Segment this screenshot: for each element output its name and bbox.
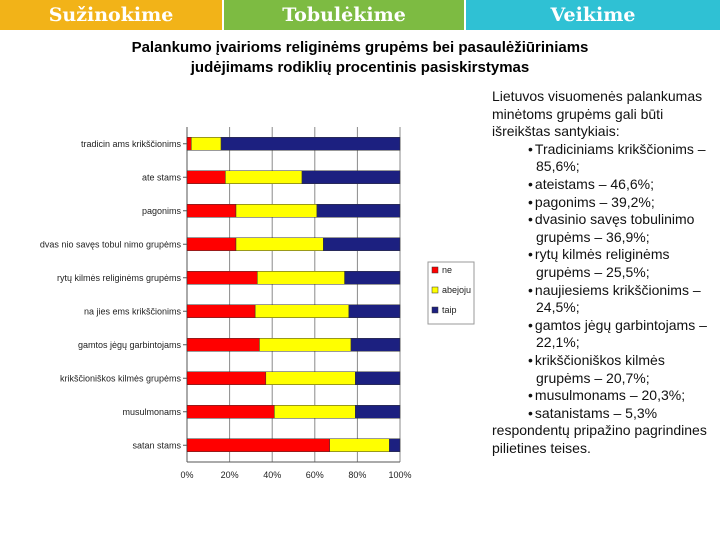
description-item: dvasinio savęs tobulinimo grupėms – 36,9… [528, 211, 718, 246]
description-outro: respondentų pripažino pagrindines piliet… [492, 422, 707, 456]
category-label: dvas nio savęs tobul nimo grupėms [40, 239, 182, 249]
bar-taip-1 [301, 170, 401, 184]
bar-ne-5 [186, 304, 256, 318]
legend-swatch-taip [431, 306, 439, 314]
bar-taip-6 [350, 338, 401, 352]
bar-abejoju-3 [235, 237, 324, 251]
bar-ne-0 [186, 137, 192, 151]
description-item: rytų kilmės religinėms grupėms – 25,5%; [528, 246, 718, 281]
description-item: pagonims – 39,2%; [528, 194, 718, 212]
tab-veikime[interactable]: Veikime [464, 0, 720, 30]
category-label: ate stams [142, 172, 182, 182]
bar-taip-4 [344, 271, 401, 285]
bar-ne-1 [186, 170, 226, 184]
category-label: pagonims [142, 206, 182, 216]
bar-taip-7 [355, 371, 401, 385]
description-item: musulmonams – 20,3%; [528, 387, 718, 405]
page-title: Palankumo įvairioms religinėms grupėms b… [0, 38, 720, 78]
legend-label-taip: taip [442, 305, 457, 315]
description-item: Tradiciniams krikščionims – 85,6%; [528, 141, 718, 176]
bar-abejoju-7 [265, 371, 356, 385]
bar-taip-8 [355, 405, 401, 419]
page-title-line2: judėjimams rodiklių procentinis pasiskir… [190, 59, 530, 76]
description-item: naujiesiems krikščionims – 24,5%; [528, 282, 718, 317]
bar-taip-9 [389, 438, 401, 452]
legend-label-ne: ne [442, 265, 452, 275]
bar-ne-9 [186, 438, 330, 452]
bar-taip-3 [323, 237, 401, 251]
bar-taip-2 [316, 204, 401, 218]
x-tick-label: 60% [306, 470, 324, 480]
bar-abejoju-9 [329, 438, 390, 452]
x-tick-label: 40% [263, 470, 281, 480]
bar-abejoju-1 [225, 170, 303, 184]
page-title-line1: Palankumo įvairioms religinėms grupėms b… [131, 39, 589, 56]
legend-swatch-abejoju [431, 286, 439, 294]
tab-suzinokime[interactable]: Sužinokime [0, 0, 222, 30]
description-list: Tradiciniams krikščionims – 85,6%; ateis… [492, 141, 718, 423]
top-nav: Sužinokime Tobulėkime Veikime [0, 0, 720, 30]
category-label: gamtos jėgų garbintojams [78, 340, 182, 350]
x-tick-label: 0% [180, 470, 193, 480]
legend-swatch-ne [431, 266, 439, 274]
description-item: gamtos jėgų garbintojams – 22,1%; [528, 317, 718, 352]
description-text: Lietuvos visuomenės palankumas minėtoms … [492, 88, 718, 457]
stacked-bar-chart: 0% 20% 40% 60% 80% 100% tradicin ams krikščion… [40, 127, 475, 480]
x-tick-label: 20% [221, 470, 239, 480]
category-label: musulmonams [122, 407, 181, 417]
bar-taip-5 [348, 304, 401, 318]
bar-ne-6 [186, 338, 260, 352]
description-intro: Lietuvos visuomenės palankumas minėtoms … [492, 88, 703, 140]
category-label: rytų kilmės religinėms grupėms [57, 273, 182, 283]
bar-abejoju-0 [191, 137, 222, 151]
bar-ne-3 [186, 237, 237, 251]
bar-abejoju-2 [235, 204, 318, 218]
legend-label-abejoju: abejoju [442, 285, 471, 295]
x-tick-label: 100% [388, 470, 411, 480]
bar-abejoju-8 [274, 405, 356, 419]
bar-taip-0 [220, 137, 401, 151]
bar-abejoju-5 [254, 304, 350, 318]
category-label: tradicin ams krikščionims [81, 139, 182, 149]
description-item: krikščioniškos kilmės grupėms – 20,7%; [528, 352, 718, 387]
bar-abejoju-4 [257, 271, 345, 285]
bar-abejoju-6 [259, 338, 352, 352]
category-label: satan stams [132, 440, 181, 450]
bar-ne-4 [186, 271, 258, 285]
category-label: na jies ems krikščionims [84, 306, 182, 316]
x-tick-label: 80% [348, 470, 366, 480]
description-item: ateistams – 46,6%; [528, 176, 718, 194]
tab-tobulekime[interactable]: Tobulėkime [222, 0, 464, 30]
description-item: satanistams – 5,3% [528, 405, 718, 423]
category-label: krikščioniškos kilmės grupėms [60, 373, 182, 383]
bar-ne-8 [186, 405, 275, 419]
bar-ne-2 [186, 204, 237, 218]
bar-ne-7 [186, 371, 267, 385]
